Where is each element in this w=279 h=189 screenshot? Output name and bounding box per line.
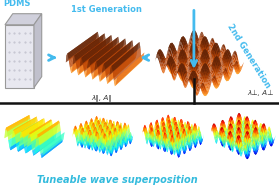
Text: PDMS: PDMS [4,0,31,8]
Text: Tuneable wave superposition: Tuneable wave superposition [37,175,198,185]
Text: λ⊥, A⊥: λ⊥, A⊥ [248,89,274,95]
Polygon shape [5,14,42,25]
Text: 1st Generation: 1st Generation [71,5,141,14]
Text: 2nd Generation: 2nd Generation [225,23,272,90]
Polygon shape [5,25,34,88]
Polygon shape [34,14,42,88]
Text: λ∥, A∥: λ∥, A∥ [91,94,112,101]
